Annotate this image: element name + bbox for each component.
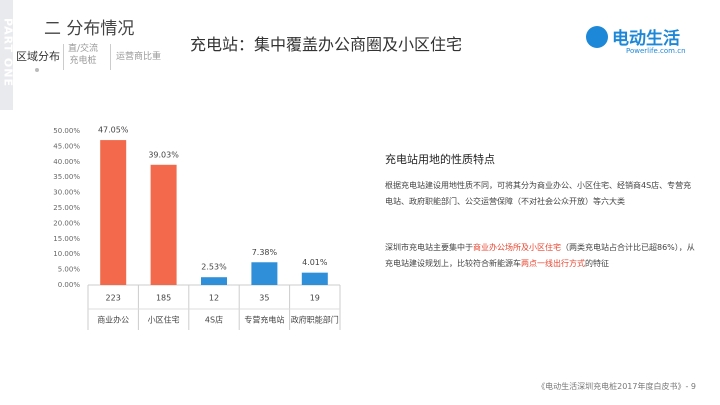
panel-heading: 充电站用地的性质特点 <box>385 153 495 166</box>
x-tick-label: 商业办公 <box>97 315 129 325</box>
footer: 《电动生活深圳充电桩2017年度白皮书》- 9 <box>537 382 696 391</box>
count-cell: 19 <box>310 294 320 303</box>
count-cell: 12 <box>209 294 219 303</box>
bar <box>251 262 278 285</box>
count-cell: 35 <box>259 294 269 303</box>
text-run: （两类充电站占合计比已超86%），从充电站建设规划上，比较符合新能源车 <box>385 243 695 268</box>
text-run: 深圳市充电站主要集中于 <box>385 243 473 252</box>
part-label: PART ONE <box>1 18 15 87</box>
x-tick-label: 政府职能部门 <box>291 315 339 325</box>
y-tick-label: 35.00% <box>53 173 80 181</box>
y-tick-label: 25.00% <box>53 204 80 212</box>
x-tick-label: 专营充电站 <box>244 315 284 325</box>
logo-name: 电动生活 <box>612 29 680 49</box>
bar <box>301 272 328 285</box>
tab-sep <box>63 44 64 70</box>
y-tick-label: 50.00% <box>53 127 80 135</box>
section-title: 二 分布情况 <box>44 19 135 39</box>
tab-sep <box>110 44 111 70</box>
text-run: 的特征 <box>585 259 609 268</box>
panel-text: 根据充电站建设用地性质不同，可将其分为商业办公、小区住宅、经销商4S店、专营充电… <box>385 181 692 206</box>
y-tick-label: 15.00% <box>53 235 80 243</box>
count-cell: 223 <box>106 294 121 303</box>
slide-title: 充电站：集中覆盖办公商圈及小区住宅 <box>190 35 463 54</box>
highlight-text: 两点一线出行方式 <box>521 259 585 268</box>
y-tick-label: 0.00% <box>58 281 81 289</box>
x-tick-label: 4S店 <box>205 315 223 325</box>
y-tick-label: 10.00% <box>53 250 80 258</box>
value-label: 4.01% <box>302 258 328 267</box>
y-tick-label: 5.00% <box>58 266 81 274</box>
value-label: 47.05% <box>98 126 129 135</box>
tab[interactable]: 直/交流 充电桩 <box>68 44 99 66</box>
tab[interactable]: 区域分布 <box>16 50 60 63</box>
tab-dot <box>35 68 39 72</box>
x-tick-label: 小区住宅 <box>148 315 180 325</box>
y-tick-label: 40.00% <box>53 158 80 166</box>
bar <box>100 140 127 285</box>
bar <box>150 164 177 285</box>
count-cell: 185 <box>156 294 171 303</box>
value-label: 2.53% <box>201 263 227 272</box>
highlight-text: 商业办公场所及小区住宅 <box>473 243 561 252</box>
logo-icon <box>586 26 608 48</box>
value-label: 7.38% <box>252 248 278 257</box>
tab[interactable]: 运营商比重 <box>116 52 162 62</box>
bar <box>201 277 227 285</box>
y-tick-label: 30.00% <box>53 189 80 197</box>
y-tick-label: 20.00% <box>53 219 80 227</box>
value-label: 39.03% <box>148 150 179 159</box>
panel-text: 深圳市充电站主要集中于商业办公场所及小区住宅（两类充电站占合计比已超86%），从… <box>385 240 697 272</box>
side-strip <box>0 0 13 110</box>
logo-url: Powerlife.com.cn <box>626 47 686 55</box>
y-tick-label: 45.00% <box>53 142 80 150</box>
